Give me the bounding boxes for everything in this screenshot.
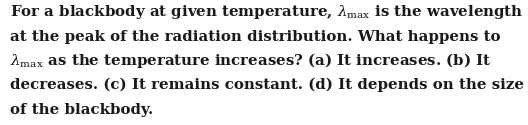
Text: of the blackbody.: of the blackbody. [10,103,153,117]
Text: For a blackbody at given temperature, $\lambda_{\mathrm{max}}$ is the wavelength: For a blackbody at given temperature, $\… [10,3,523,21]
Text: at the peak of the radiation distribution. What happens to: at the peak of the radiation distributio… [10,30,500,44]
Text: decreases. (c) It remains constant. (d) It depends on the size: decreases. (c) It remains constant. (d) … [10,78,523,92]
Text: $\lambda_{\mathrm{max}}$ as the temperature increases? (a) It increases. (b) It: $\lambda_{\mathrm{max}}$ as the temperat… [10,51,491,70]
